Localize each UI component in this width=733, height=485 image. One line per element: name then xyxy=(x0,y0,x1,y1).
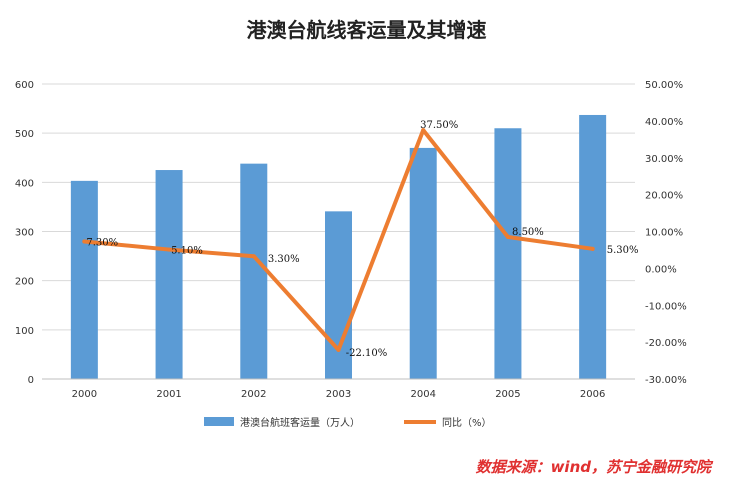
bar xyxy=(155,170,183,379)
line-data-label: -22.10% xyxy=(346,348,388,359)
bar xyxy=(70,180,98,379)
y-left-tick-label: 600 xyxy=(15,80,34,91)
data-labels: 7.30% 5.10% 3.30% -22.10% 37.50% 8.50% 5.30% xyxy=(86,120,638,359)
y-left-tick-label: 0 xyxy=(28,375,34,386)
line-point xyxy=(590,246,595,251)
x-tick-label: 2003 xyxy=(326,389,351,400)
y-right-tick-label: 0.00% xyxy=(645,264,677,275)
x-tick-label: 2006 xyxy=(580,389,605,400)
axes: 0 100 200 300 400 500 600 -30.00% -20.00% -10.00%… xyxy=(15,80,687,400)
y-left-tick-label: 200 xyxy=(15,277,34,288)
line-point xyxy=(251,254,256,259)
line-data-label: 5.10% xyxy=(171,246,203,257)
line-data-label: 8.50% xyxy=(512,227,544,238)
y-right-tick-label: -30.00% xyxy=(645,375,687,386)
legend-bar-swatch xyxy=(204,417,234,426)
y-left-tick-label: 500 xyxy=(15,129,34,140)
x-tick-label: 2002 xyxy=(241,389,266,400)
source-note: 数据来源：wind，苏宁金融研究院 xyxy=(475,458,711,476)
x-tick-label: 2004 xyxy=(410,389,435,400)
y-right-tick-label: 50.00% xyxy=(645,80,683,91)
y-right-tick-label: 40.00% xyxy=(645,117,683,128)
line-point xyxy=(82,239,87,244)
legend-bar-label: 港澳台航班客运量（万人） xyxy=(240,416,360,429)
line-point xyxy=(421,128,426,133)
x-tick-label: 2000 xyxy=(72,389,97,400)
line-data-label: 5.30% xyxy=(607,245,639,256)
bar xyxy=(240,163,268,379)
y-right-tick-label: 10.00% xyxy=(645,228,683,239)
y-left-tick-label: 300 xyxy=(15,228,34,239)
line-data-label: 37.50% xyxy=(420,120,458,131)
chart-title: 港澳台航线客运量及其增速 xyxy=(246,18,487,42)
line-data-label: 3.30% xyxy=(268,254,300,265)
line-series xyxy=(82,128,595,352)
line-data-label: 7.30% xyxy=(86,237,118,248)
line-point xyxy=(336,347,341,352)
line-point xyxy=(167,247,172,252)
line-point xyxy=(505,235,510,240)
bar-series xyxy=(70,114,607,379)
y-right-tick-label: 20.00% xyxy=(645,191,683,202)
bar xyxy=(409,147,437,379)
bar xyxy=(494,128,522,379)
legend-line-label: 同比（%） xyxy=(442,417,492,429)
x-tick-label: 2001 xyxy=(156,389,181,400)
legend: 港澳台航班客运量（万人） 同比（%） xyxy=(204,416,492,429)
y-right-tick-label: -20.00% xyxy=(645,338,687,349)
y-right-tick-label: 30.00% xyxy=(645,154,683,165)
y-left-tick-label: 100 xyxy=(15,326,34,337)
y-left-tick-label: 400 xyxy=(15,178,34,189)
y-right-tick-label: -10.00% xyxy=(645,301,687,312)
x-tick-label: 2005 xyxy=(495,389,520,400)
